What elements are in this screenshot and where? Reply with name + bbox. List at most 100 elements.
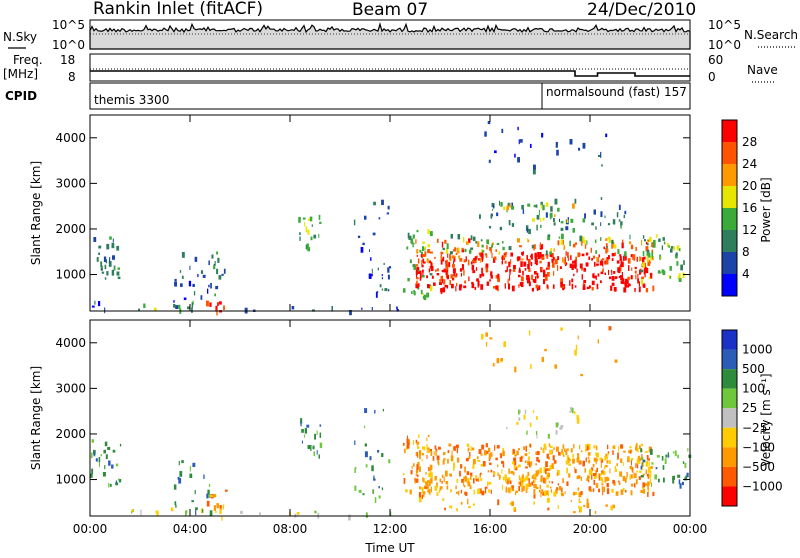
velocity-cell — [417, 446, 420, 449]
velocity-cell — [406, 435, 408, 440]
velocity-cell — [443, 458, 446, 461]
power-cell — [396, 309, 399, 312]
power-cell — [594, 261, 596, 267]
power-cell — [627, 258, 631, 264]
power-cell — [100, 265, 103, 271]
power-cell — [388, 266, 392, 269]
power-cell — [645, 246, 649, 252]
velocity-cell — [566, 455, 569, 461]
velocity-cell — [175, 504, 177, 508]
power-cell — [600, 237, 602, 241]
power-cell — [536, 272, 539, 279]
velocity-cell — [588, 459, 591, 464]
velocity-cell — [629, 465, 633, 470]
power-cell — [552, 256, 555, 260]
velocity-colorbar-swatch — [722, 388, 737, 409]
power-cell — [596, 256, 598, 262]
power-cell — [504, 255, 506, 258]
velocity-cell — [645, 469, 647, 475]
velocity-cell — [546, 497, 550, 503]
power-cell — [605, 133, 608, 138]
velocity-cell — [472, 464, 475, 469]
power-cell — [493, 204, 495, 209]
power-cell — [445, 270, 448, 275]
power-cell — [504, 283, 506, 289]
power-cell — [554, 214, 556, 217]
velocity-cell — [213, 494, 217, 498]
power-cell — [214, 261, 216, 266]
nsearch-tick-top: 10^5 — [708, 18, 741, 32]
power-cell — [634, 288, 636, 292]
power-cell — [486, 245, 488, 250]
velocity-cell — [119, 443, 122, 447]
velocity-cell — [568, 463, 571, 466]
velocity-cell — [547, 492, 549, 497]
power-cell — [471, 264, 475, 271]
power-cell — [584, 213, 586, 219]
power-cell — [648, 276, 651, 280]
power-cell — [422, 258, 425, 263]
power-cell — [298, 217, 301, 223]
power-cell — [415, 239, 417, 244]
velocity-cell — [313, 451, 316, 457]
power-cell — [479, 257, 482, 263]
velocity-cell — [480, 478, 483, 481]
power-cell — [560, 227, 564, 231]
power-cell — [535, 284, 538, 289]
velocity-cell — [559, 485, 562, 491]
velocity-cell — [208, 494, 211, 498]
velocity-cell — [620, 444, 624, 449]
power-cell — [449, 280, 451, 285]
power-cell — [591, 286, 594, 291]
velocity-cell — [593, 457, 597, 462]
velocity-cell — [430, 486, 432, 493]
power-cell — [583, 282, 585, 286]
velocity-cell — [605, 476, 608, 482]
power-cell — [179, 270, 182, 273]
velocity-cell — [620, 489, 624, 495]
velocity-cell — [546, 453, 549, 459]
power-cell — [313, 234, 317, 239]
velocity-cell — [437, 459, 440, 464]
power-cell — [181, 252, 185, 258]
power-cell — [424, 246, 427, 250]
power-cell — [625, 278, 629, 285]
power-cell — [540, 267, 543, 271]
velocity-cell — [604, 465, 606, 470]
nsearch-label: N.Search — [744, 28, 798, 42]
velocity-cell — [529, 422, 532, 428]
power-cell — [427, 229, 430, 235]
velocity-cell — [592, 488, 595, 492]
power-cell — [474, 286, 477, 290]
x-tick-label: 12:00 — [373, 522, 408, 536]
velocity-cell — [468, 447, 470, 451]
velocity-cell — [535, 463, 537, 466]
power-cell — [549, 212, 553, 218]
power-cell — [596, 263, 599, 266]
power-cell — [456, 247, 460, 254]
velocity-cell — [619, 471, 623, 477]
velocity-cell — [580, 450, 583, 453]
power-cell — [522, 209, 525, 214]
velocity-cell — [225, 489, 228, 492]
power-cell — [630, 254, 633, 258]
power-cell — [443, 268, 447, 273]
velocity-cell — [496, 358, 500, 364]
power-cell — [645, 288, 649, 293]
velocity-cell — [497, 499, 500, 506]
freq-panel: Freq. [MHz] 18 8 60 0 Nave — [3, 53, 778, 84]
velocity-cell — [592, 463, 595, 468]
velocity-cell — [449, 505, 452, 508]
power-cell — [479, 214, 481, 219]
power-cell — [592, 273, 594, 278]
velocity-cell — [608, 460, 611, 464]
power-cell — [526, 255, 528, 261]
power-cell — [493, 286, 496, 289]
power-cell — [537, 251, 540, 258]
velocity-cell — [490, 452, 493, 457]
velocity-cell — [103, 449, 106, 454]
velocity-cell — [518, 448, 520, 451]
velocity-cell — [438, 446, 441, 450]
power-cell — [546, 284, 548, 288]
